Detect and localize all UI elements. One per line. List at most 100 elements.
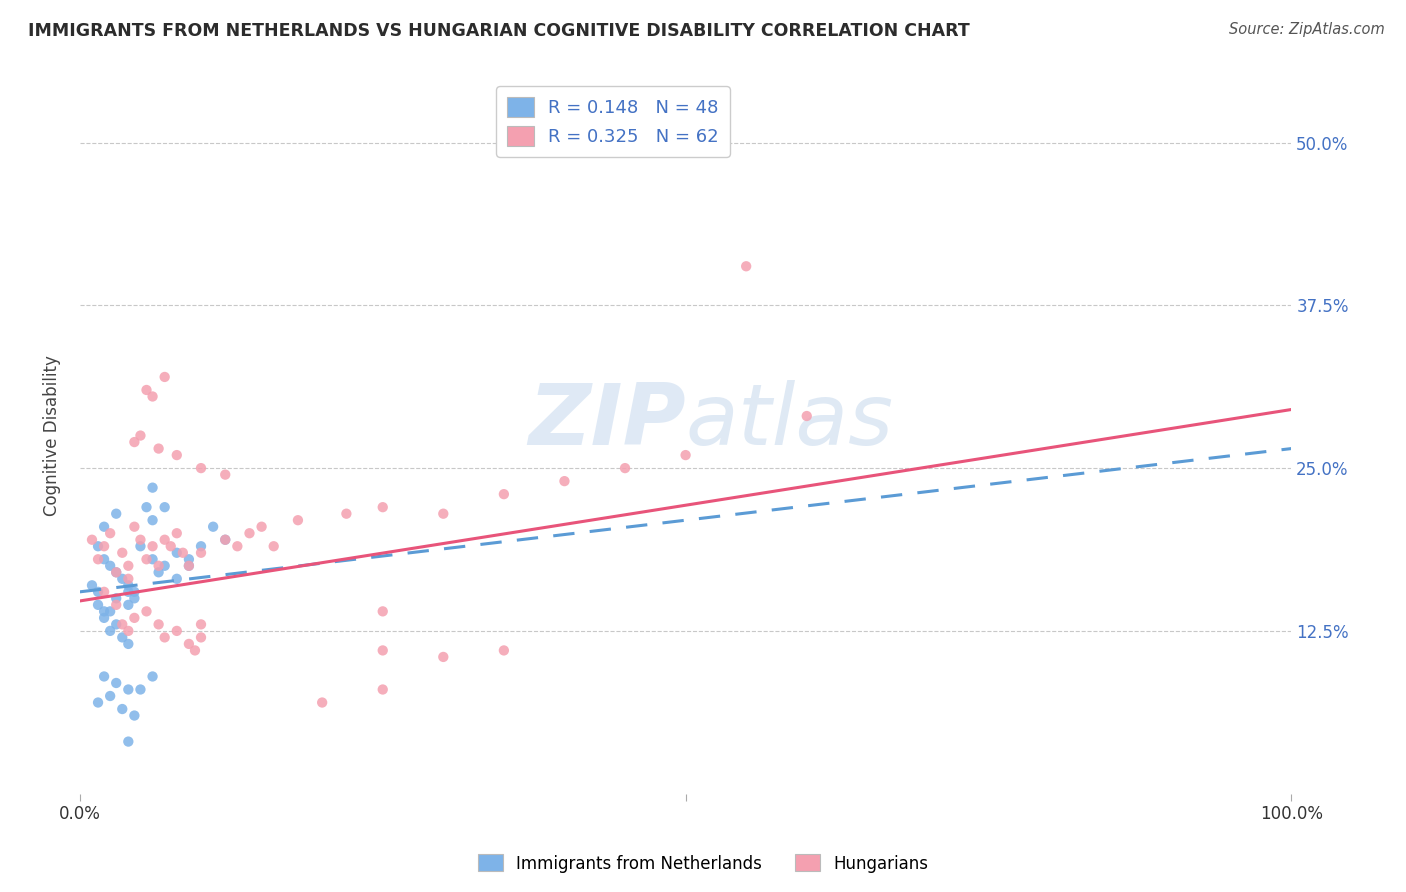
Point: [135, 500, 157, 515]
Text: Source: ZipAtlas.com: Source: ZipAtlas.com: [1229, 22, 1385, 37]
Point: [105, 591, 128, 606]
Point: [142, 513, 165, 527]
Point: [214, 467, 236, 482]
Point: [153, 631, 176, 645]
Point: [129, 682, 152, 697]
Point: [214, 533, 236, 547]
Point: [117, 734, 139, 748]
Point: [371, 604, 394, 618]
Point: [177, 558, 200, 573]
Point: [148, 558, 170, 573]
Point: [177, 637, 200, 651]
Point: [105, 566, 128, 580]
Point: [105, 598, 128, 612]
Point: [675, 448, 697, 462]
Point: [796, 409, 818, 423]
Point: [105, 507, 128, 521]
Point: [153, 370, 176, 384]
Point: [153, 558, 176, 573]
Point: [553, 474, 575, 488]
Point: [166, 624, 188, 638]
Point: [93, 519, 115, 533]
Point: [117, 572, 139, 586]
Point: [166, 448, 188, 462]
Point: [190, 546, 212, 560]
Point: [117, 598, 139, 612]
Point: [129, 539, 152, 553]
Point: [93, 584, 115, 599]
Point: [148, 442, 170, 456]
Legend: Immigrants from Netherlands, Hungarians: Immigrants from Netherlands, Hungarians: [471, 847, 935, 880]
Point: [142, 481, 165, 495]
Point: [93, 669, 115, 683]
Point: [98, 558, 121, 573]
Point: [98, 604, 121, 618]
Point: [159, 539, 181, 553]
Point: [614, 461, 637, 475]
Point: [117, 558, 139, 573]
Point: [492, 643, 515, 657]
Text: ZIP: ZIP: [529, 380, 686, 463]
Point: [117, 624, 139, 638]
Point: [105, 617, 128, 632]
Point: [142, 539, 165, 553]
Point: [371, 500, 394, 515]
Point: [177, 558, 200, 573]
Point: [142, 669, 165, 683]
Point: [492, 487, 515, 501]
Point: [335, 507, 357, 521]
Point: [190, 617, 212, 632]
Point: [238, 526, 260, 541]
Point: [87, 552, 110, 566]
Point: [124, 708, 146, 723]
Point: [166, 572, 188, 586]
Point: [166, 546, 188, 560]
Point: [117, 578, 139, 592]
Point: [432, 649, 454, 664]
Point: [226, 539, 249, 553]
Point: [263, 539, 285, 553]
Point: [172, 546, 194, 560]
Point: [129, 533, 152, 547]
Point: [93, 604, 115, 618]
Point: [111, 617, 134, 632]
Point: [190, 539, 212, 553]
Point: [311, 696, 333, 710]
Point: [148, 566, 170, 580]
Point: [93, 539, 115, 553]
Point: [117, 584, 139, 599]
Point: [129, 428, 152, 442]
Point: [111, 546, 134, 560]
Point: [153, 533, 176, 547]
Point: [287, 513, 309, 527]
Point: [184, 643, 207, 657]
Point: [142, 552, 165, 566]
Point: [250, 519, 273, 533]
Point: [124, 611, 146, 625]
Point: [124, 584, 146, 599]
Point: [148, 617, 170, 632]
Point: [80, 533, 103, 547]
Point: [111, 702, 134, 716]
Point: [117, 637, 139, 651]
Point: [135, 383, 157, 397]
Point: [105, 566, 128, 580]
Point: [371, 682, 394, 697]
Point: [135, 552, 157, 566]
Point: [190, 461, 212, 475]
Point: [98, 689, 121, 703]
Text: IMMIGRANTS FROM NETHERLANDS VS HUNGARIAN COGNITIVE DISABILITY CORRELATION CHART: IMMIGRANTS FROM NETHERLANDS VS HUNGARIAN…: [28, 22, 970, 40]
Point: [117, 682, 139, 697]
Point: [135, 604, 157, 618]
Y-axis label: Cognitive Disability: Cognitive Disability: [44, 355, 60, 516]
Point: [98, 526, 121, 541]
Point: [190, 631, 212, 645]
Point: [371, 643, 394, 657]
Point: [177, 552, 200, 566]
Point: [98, 624, 121, 638]
Point: [87, 696, 110, 710]
Point: [432, 507, 454, 521]
Point: [87, 598, 110, 612]
Point: [87, 584, 110, 599]
Point: [735, 260, 758, 274]
